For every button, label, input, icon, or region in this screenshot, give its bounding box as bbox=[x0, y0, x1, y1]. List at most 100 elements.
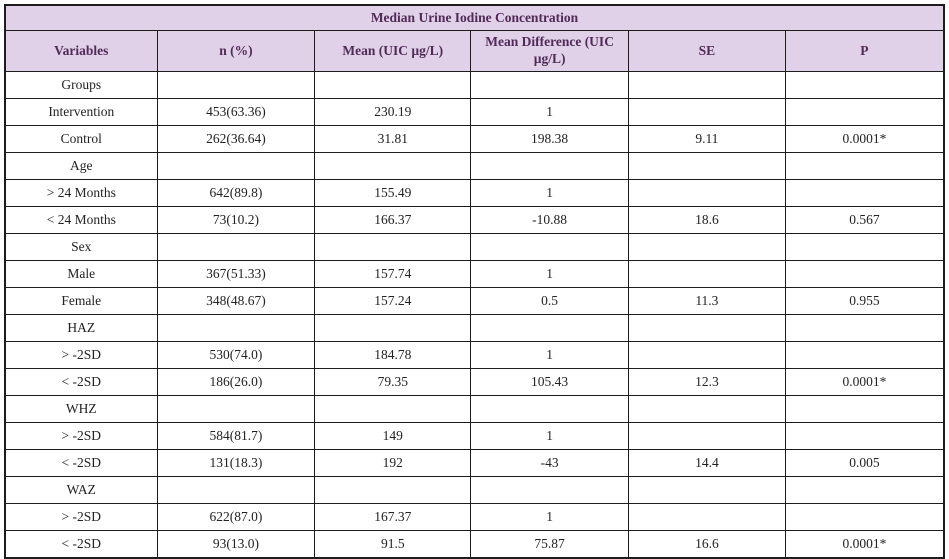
cell-se bbox=[627, 260, 786, 288]
cell-variable: WAZ bbox=[4, 476, 158, 504]
cell-mean: 155.49 bbox=[314, 179, 472, 207]
cell-se: 14.4 bbox=[627, 449, 786, 477]
table-title-row: Median Urine Iodine Concentration bbox=[4, 4, 945, 31]
cell-se bbox=[627, 422, 786, 450]
cell-se bbox=[627, 179, 786, 207]
cell-n-percent bbox=[156, 314, 316, 342]
cell-n-percent: 622(87.0) bbox=[156, 503, 316, 531]
column-header-mean: Mean (UIC µg/L) bbox=[314, 30, 472, 72]
cell-p bbox=[784, 233, 945, 261]
cell-n-percent: 453(63.36) bbox=[156, 98, 316, 126]
cell-se bbox=[627, 503, 786, 531]
column-header-mean-difference: Mean Difference (UIC µg/L) bbox=[470, 30, 629, 72]
cell-variable: > 24 Months bbox=[4, 179, 158, 207]
cell-n-percent bbox=[156, 476, 316, 504]
cell-p bbox=[784, 314, 945, 342]
cell-mean-difference: 198.38 bbox=[470, 125, 629, 153]
column-header-se: SE bbox=[627, 30, 786, 72]
cell-mean-difference: 105.43 bbox=[470, 368, 629, 396]
cell-variable: Male bbox=[4, 260, 158, 288]
table-row: Male 367(51.33) 157.74 1 bbox=[4, 260, 945, 288]
cell-mean-difference: 1 bbox=[470, 422, 629, 450]
cell-se bbox=[627, 233, 786, 261]
table-row: > -2SD 622(87.0) 167.37 1 bbox=[4, 503, 945, 531]
median-urine-iodine-table: Median Urine Iodine Concentration Variab… bbox=[4, 4, 945, 559]
cell-mean: 31.81 bbox=[314, 125, 472, 153]
table-row: Intervention 453(63.36) 230.19 1 bbox=[4, 98, 945, 126]
cell-mean: 192 bbox=[314, 449, 472, 477]
cell-variable: > -2SD bbox=[4, 503, 158, 531]
cell-variable: HAZ bbox=[4, 314, 158, 342]
cell-p bbox=[784, 152, 945, 180]
cell-mean: 230.19 bbox=[314, 98, 472, 126]
cell-p bbox=[784, 422, 945, 450]
cell-mean bbox=[314, 152, 472, 180]
page: Median Urine Iodine Concentration Variab… bbox=[4, 4, 945, 559]
cell-variable: Control bbox=[4, 125, 158, 153]
cell-p bbox=[784, 260, 945, 288]
cell-mean bbox=[314, 395, 472, 423]
cell-mean-difference: 1 bbox=[470, 98, 629, 126]
cell-variable: Intervention bbox=[4, 98, 158, 126]
cell-n-percent bbox=[156, 395, 316, 423]
cell-p bbox=[784, 395, 945, 423]
cell-mean: 184.78 bbox=[314, 341, 472, 369]
cell-p: 0.0001* bbox=[784, 125, 945, 153]
cell-mean-difference: 0.5 bbox=[470, 287, 629, 315]
cell-mean-difference bbox=[470, 476, 629, 504]
cell-n-percent: 642(89.8) bbox=[156, 179, 316, 207]
cell-mean bbox=[314, 476, 472, 504]
column-header-n-percent: n (%) bbox=[156, 30, 316, 72]
table-row: < -2SD 186(26.0) 79.35 105.43 12.3 0.0001* bbox=[4, 368, 945, 396]
group-row: Groups bbox=[4, 71, 945, 99]
cell-mean-difference: 1 bbox=[470, 179, 629, 207]
cell-p bbox=[784, 476, 945, 504]
cell-variable: > -2SD bbox=[4, 341, 158, 369]
table-row: < 24 Months 73(10.2) 166.37 -10.88 18.6 0.567 bbox=[4, 206, 945, 234]
cell-mean: 166.37 bbox=[314, 206, 472, 234]
cell-se: 9.11 bbox=[627, 125, 786, 153]
cell-n-percent: 584(81.7) bbox=[156, 422, 316, 450]
cell-mean-difference bbox=[470, 233, 629, 261]
cell-mean: 79.35 bbox=[314, 368, 472, 396]
table-header-row: Variables n (%) Mean (UIC µg/L) Mean Differ… bbox=[4, 30, 945, 72]
cell-mean: 167.37 bbox=[314, 503, 472, 531]
column-header-p: P bbox=[784, 30, 945, 72]
cell-mean bbox=[314, 314, 472, 342]
cell-variable: Groups bbox=[4, 71, 158, 99]
cell-se bbox=[627, 314, 786, 342]
cell-se bbox=[627, 476, 786, 504]
cell-se bbox=[627, 395, 786, 423]
cell-n-percent: 262(36.64) bbox=[156, 125, 316, 153]
cell-mean-difference: 1 bbox=[470, 341, 629, 369]
table-title: Median Urine Iodine Concentration bbox=[4, 4, 945, 31]
table-row: Control 262(36.64) 31.81 198.38 9.11 0.0001* bbox=[4, 125, 945, 153]
cell-se bbox=[627, 341, 786, 369]
cell-mean-difference bbox=[470, 395, 629, 423]
cell-mean: 149 bbox=[314, 422, 472, 450]
cell-variable: Female bbox=[4, 287, 158, 315]
cell-se: 18.6 bbox=[627, 206, 786, 234]
cell-variable: < -2SD bbox=[4, 368, 158, 396]
cell-variable: Age bbox=[4, 152, 158, 180]
cell-p: 0.0001* bbox=[784, 368, 945, 396]
cell-p: 0.567 bbox=[784, 206, 945, 234]
cell-n-percent bbox=[156, 152, 316, 180]
table-row: > -2SD 584(81.7) 149 1 bbox=[4, 422, 945, 450]
cell-n-percent bbox=[156, 71, 316, 99]
cell-se bbox=[627, 98, 786, 126]
cell-mean: 157.24 bbox=[314, 287, 472, 315]
column-header-variable: Variables bbox=[4, 30, 158, 72]
cell-mean-difference: -10.88 bbox=[470, 206, 629, 234]
cell-p bbox=[784, 98, 945, 126]
cell-mean-difference: 1 bbox=[470, 260, 629, 288]
cell-n-percent: 348(48.67) bbox=[156, 287, 316, 315]
cell-mean-difference: -43 bbox=[470, 449, 629, 477]
cell-variable: > -2SD bbox=[4, 422, 158, 450]
cell-p bbox=[784, 71, 945, 99]
cell-p: 0.955 bbox=[784, 287, 945, 315]
cell-se bbox=[627, 71, 786, 99]
cell-n-percent: 131(18.3) bbox=[156, 449, 316, 477]
group-row: Age bbox=[4, 152, 945, 180]
cell-p: 0.005 bbox=[784, 449, 945, 477]
